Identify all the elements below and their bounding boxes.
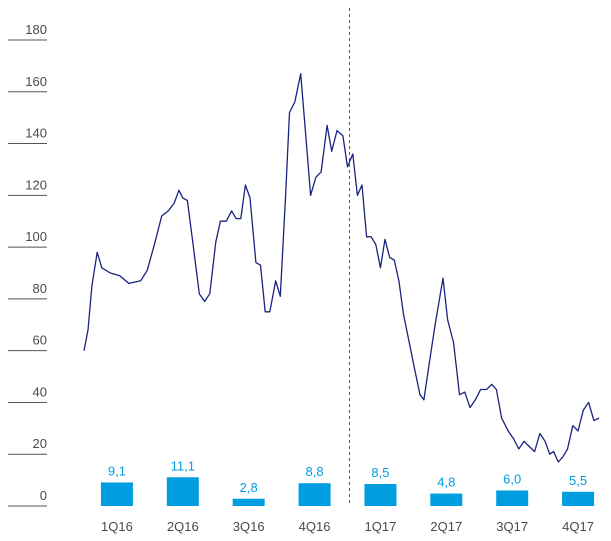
y-axis: 0 20 40 60 80 100 120 140 160 180: [8, 22, 47, 507]
bar-value-label: 11,1: [171, 458, 195, 473]
bar-value-label: 8,8: [306, 464, 324, 479]
bar-value-label: 8,5: [371, 465, 389, 480]
x-tick-label: 2Q17: [430, 519, 462, 534]
bar-value-label: 5,5: [569, 473, 587, 488]
bar-value-label: 6,0: [503, 471, 521, 486]
bar: [166, 477, 199, 506]
bar-value-label: 2,8: [240, 480, 258, 495]
y-tick-label: 80: [33, 281, 47, 296]
x-tick-label: 1Q16: [101, 519, 133, 534]
x-axis: 1Q16 2Q16 3Q16 4Q16 1Q17 2Q17 3Q17 4Q17: [101, 519, 594, 534]
x-tick-label: 3Q17: [496, 519, 528, 534]
bar-series: [100, 477, 595, 506]
y-tick-label: 160: [25, 74, 47, 89]
bar: [364, 483, 397, 506]
y-tick-label: 60: [33, 333, 47, 348]
bar: [562, 491, 595, 506]
bar: [232, 498, 265, 506]
bar: [430, 493, 463, 506]
bar-labels: 9,1 11,1 2,8 8,8 8,5 4,8 6,0 5,5: [108, 458, 587, 494]
y-tick-label: 180: [25, 22, 47, 37]
x-tick-label: 4Q17: [562, 519, 594, 534]
x-tick-label: 4Q16: [299, 519, 331, 534]
x-tick-label: 1Q17: [365, 519, 397, 534]
bar: [100, 482, 133, 506]
bar: [496, 490, 529, 506]
bar-value-label: 4,8: [437, 475, 455, 490]
line-series: [83, 73, 600, 463]
x-tick-label: 2Q16: [167, 519, 199, 534]
y-tick-label: 140: [25, 126, 47, 141]
y-tick-label: 100: [25, 229, 47, 244]
y-tick-label: 20: [33, 436, 47, 451]
bar-value-label: 9,1: [108, 463, 126, 478]
y-tick-label: 0: [40, 488, 47, 503]
y-tick-label: 120: [25, 177, 47, 192]
x-tick-label: 3Q16: [233, 519, 265, 534]
y-tick-label: 40: [33, 384, 47, 399]
bar: [298, 483, 331, 506]
